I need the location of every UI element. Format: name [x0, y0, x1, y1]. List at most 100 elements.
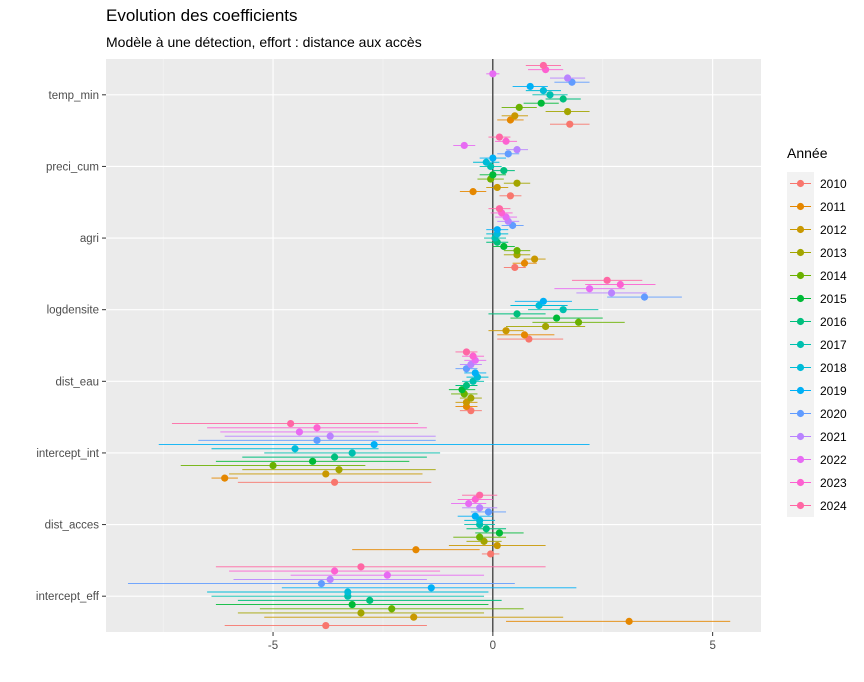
legend-dot — [796, 340, 805, 349]
legend-label: 2010 — [820, 177, 847, 191]
legend-label: 2014 — [820, 269, 847, 283]
point-estimate — [559, 306, 567, 314]
point-estimate — [471, 369, 479, 377]
legend-dot — [796, 179, 805, 188]
point-estimate — [309, 457, 317, 465]
point-estimate — [330, 567, 339, 575]
point-estimate — [484, 508, 493, 516]
point-estimate — [502, 137, 510, 145]
point-estimate — [489, 154, 497, 162]
point-estimate — [487, 550, 495, 558]
y-tick-label: agri — [80, 233, 99, 245]
legend-dot — [796, 386, 805, 395]
point-estimate — [539, 297, 547, 305]
legend-label: 2024 — [820, 499, 847, 513]
point-estimate — [495, 205, 504, 213]
point-estimate — [287, 419, 295, 428]
point-estimate — [566, 120, 574, 128]
point-estimate — [357, 563, 365, 571]
point-estimate — [357, 609, 365, 617]
point-estimate — [515, 103, 523, 111]
point-estimate — [471, 512, 479, 520]
point-estimate — [482, 525, 490, 533]
x-tick-label: 5 — [709, 640, 715, 652]
legend-label: 2022 — [820, 453, 847, 467]
point-estimate — [607, 289, 616, 297]
point-estimate — [537, 99, 545, 107]
point-estimate — [489, 70, 497, 78]
point-estimate — [476, 504, 484, 512]
legend-label: 2021 — [820, 430, 847, 444]
point-estimate — [330, 478, 339, 486]
legend-dot — [796, 248, 805, 257]
point-estimate — [640, 293, 649, 301]
x-tick-label: -5 — [268, 640, 278, 652]
legend-dot — [796, 225, 805, 234]
legend-label: 2016 — [820, 315, 847, 329]
point-estimate — [370, 440, 378, 449]
point-estimate — [322, 621, 330, 630]
point-estimate — [344, 588, 352, 596]
legend-dot — [796, 432, 805, 441]
point-estimate — [410, 613, 418, 621]
chart-title: Evolution des coefficients — [106, 6, 298, 25]
legend-label: 2023 — [820, 476, 847, 490]
y-tick-label: temp_min — [49, 90, 100, 102]
point-estimate — [388, 605, 396, 613]
point-estimate — [412, 546, 420, 554]
point-estimate — [482, 158, 490, 166]
point-estimate — [513, 310, 521, 318]
point-estimate — [504, 150, 512, 158]
y-tick-label: dist_eau — [56, 376, 99, 388]
point-estimate — [493, 541, 501, 550]
point-estimate — [559, 95, 567, 103]
point-estimate — [317, 580, 326, 588]
point-estimate — [348, 600, 356, 609]
point-estimate — [493, 226, 501, 234]
legend-label: 2012 — [820, 223, 847, 237]
point-estimate — [495, 529, 504, 537]
point-estimate — [520, 331, 529, 339]
y-tick-label: dist_acces — [45, 520, 100, 532]
point-estimate — [539, 87, 547, 95]
legend-label: 2013 — [820, 246, 847, 260]
point-estimate — [460, 141, 468, 150]
legend-dot — [796, 294, 805, 303]
point-estimate — [531, 255, 539, 263]
point-estimate — [366, 596, 374, 604]
point-estimate — [574, 318, 583, 326]
legend-label: 2015 — [820, 292, 847, 306]
point-estimate — [427, 584, 435, 592]
legend-dot — [796, 202, 805, 211]
point-estimate — [552, 314, 561, 322]
point-estimate — [295, 428, 304, 436]
point-estimate — [330, 453, 339, 461]
point-estimate — [469, 352, 477, 360]
legend-dot — [796, 478, 805, 487]
y-tick-label: logdensite — [47, 305, 99, 317]
point-estimate — [269, 461, 277, 470]
point-estimate — [513, 146, 521, 154]
point-estimate — [326, 575, 334, 584]
point-estimate — [313, 436, 321, 444]
legend-label: 2017 — [820, 338, 847, 352]
point-estimate — [506, 192, 515, 200]
point-estimate — [563, 107, 572, 116]
legend-dot — [796, 317, 805, 326]
point-estimate — [462, 381, 471, 390]
point-estimate — [335, 466, 343, 474]
point-estimate — [493, 183, 501, 192]
chart-subtitle: Modèle à une détection, effort : distanc… — [106, 34, 422, 50]
point-estimate — [348, 449, 356, 457]
point-estimate — [221, 474, 229, 482]
point-estimate — [322, 470, 330, 478]
point-estimate — [465, 499, 473, 508]
point-estimate — [291, 445, 299, 453]
y-tick-label: intercept_eff — [36, 591, 100, 603]
point-estimate — [539, 61, 547, 70]
point-estimate — [476, 491, 484, 499]
point-estimate — [563, 74, 572, 82]
plot-panel — [106, 59, 761, 632]
point-estimate — [603, 276, 611, 284]
